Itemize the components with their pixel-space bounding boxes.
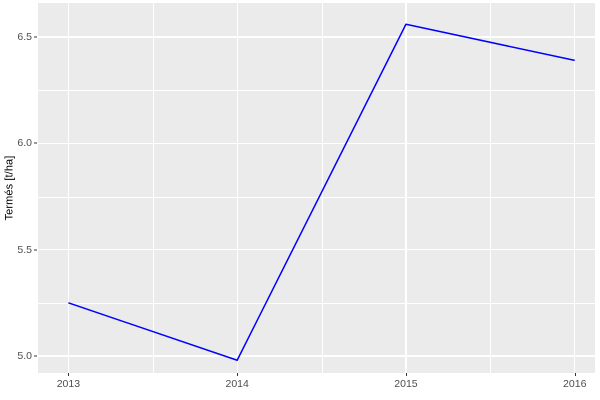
y-axis-tick-labels: 5.0 5.5 6.0 6.5 bbox=[0, 0, 37, 376]
x-tick-mark bbox=[237, 373, 239, 376]
gridline-minor-horizontal bbox=[38, 196, 595, 198]
gridline-major-horizontal bbox=[38, 355, 595, 357]
x-tick-mark bbox=[68, 373, 70, 376]
x-tick-mark bbox=[574, 373, 576, 376]
y-tick-label: 6.0 bbox=[17, 137, 32, 150]
series-layer bbox=[68, 23, 575, 361]
gridline-major-horizontal bbox=[38, 36, 595, 38]
x-tick-mark bbox=[405, 373, 407, 376]
x-axis: 2013 2014 2015 2016 bbox=[38, 373, 595, 400]
gridline-minor-horizontal bbox=[38, 302, 595, 304]
x-tick-label: 2016 bbox=[563, 378, 587, 390]
y-tick-label: 5.5 bbox=[17, 243, 32, 256]
gridline-major-horizontal bbox=[38, 142, 595, 144]
y-tick-mark bbox=[34, 355, 37, 357]
plot-panel bbox=[38, 3, 595, 373]
gridline-major-vertical bbox=[405, 3, 407, 373]
y-tick-mark bbox=[34, 249, 37, 251]
series-line-termes bbox=[68, 23, 575, 361]
gridline-major-vertical bbox=[574, 3, 576, 373]
x-tick-label: 2014 bbox=[225, 378, 249, 390]
x-tick-label: 2015 bbox=[394, 378, 418, 390]
gridline-major-vertical bbox=[236, 3, 238, 373]
y-tick-mark bbox=[34, 36, 37, 38]
gridline-major-horizontal bbox=[38, 249, 595, 251]
gridline-minor-vertical bbox=[490, 3, 491, 373]
y-tick-mark bbox=[34, 142, 37, 144]
gridline-minor-vertical bbox=[321, 3, 323, 373]
gridline-major-vertical bbox=[67, 3, 69, 373]
gridline-minor-horizontal bbox=[38, 90, 595, 91]
y-tick-label: 6.5 bbox=[17, 31, 32, 44]
gridline-minor-vertical bbox=[152, 3, 154, 373]
x-tick-label: 2013 bbox=[56, 378, 81, 390]
y-tick-label: 5.0 bbox=[17, 349, 32, 362]
